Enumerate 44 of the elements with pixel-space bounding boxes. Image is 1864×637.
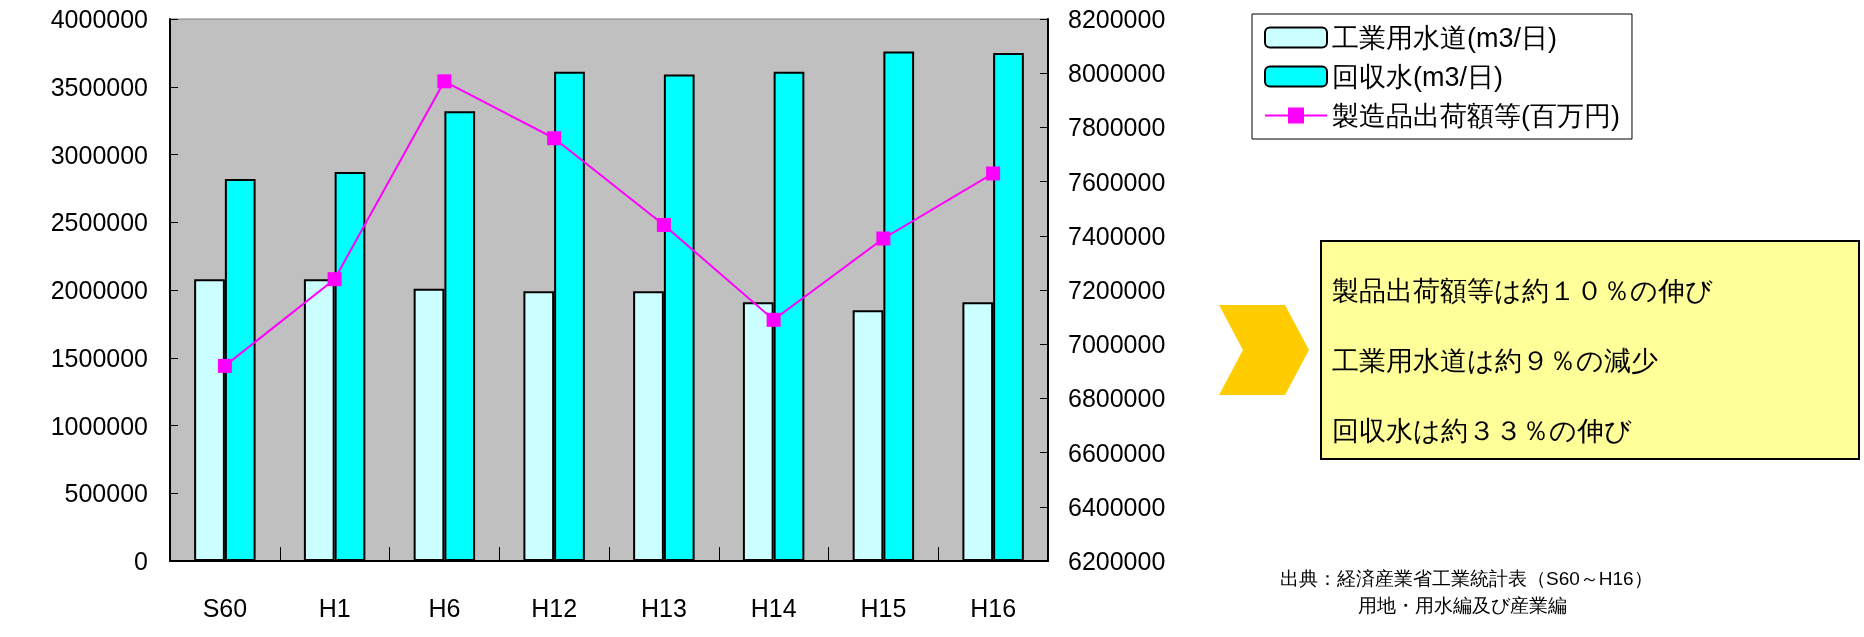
y2-tick-label: 7400000 xyxy=(1068,221,1166,250)
point xyxy=(437,74,452,89)
y2-tick-label: 7600000 xyxy=(1068,167,1166,196)
point xyxy=(656,217,671,232)
y2-tick-label: 7800000 xyxy=(1068,113,1166,142)
x-tick-label: S60 xyxy=(202,593,248,622)
legend-label: 工業用水道(m3/日) xyxy=(1332,22,1557,53)
x-tick-label: H1 xyxy=(318,593,351,622)
point xyxy=(986,166,1001,181)
y2-tick-label: 8200000 xyxy=(1068,5,1166,33)
y-tick-label: 3500000 xyxy=(50,72,148,101)
x-tick-label: H13 xyxy=(640,593,687,622)
point xyxy=(876,231,891,246)
legend-label: 回収水(m3/日) xyxy=(1332,61,1503,92)
y2-tick-label: 6200000 xyxy=(1068,547,1166,575)
x-tick-label: H15 xyxy=(860,593,907,622)
x-tick-label: H12 xyxy=(531,593,578,622)
x-tick-label: H6 xyxy=(428,593,461,622)
point xyxy=(766,312,781,327)
text: 製品出荷額等は約１０％の伸び xyxy=(1332,275,1714,308)
source-note: 出典：経済産業省工業統計表（S60～H16） xyxy=(1280,567,1653,591)
y2-tick-label: 7200000 xyxy=(1068,276,1166,304)
y2-tick-label: 6400000 xyxy=(1068,492,1166,521)
text: 工業用水道は約９％の減少 xyxy=(1332,345,1659,378)
y2-tick-label: 8000000 xyxy=(1068,59,1166,88)
point xyxy=(327,272,342,287)
text: 回収水は約３３％の伸び xyxy=(1332,415,1633,448)
x-tick-label: H14 xyxy=(750,593,797,622)
y2-tick-label: 6600000 xyxy=(1068,438,1166,467)
y-tick-label: 1500000 xyxy=(50,343,148,372)
y-tick-label: 500000 xyxy=(64,479,148,508)
point xyxy=(547,131,562,146)
y-tick-label: 3000000 xyxy=(50,140,148,169)
y-tick-label: 0 xyxy=(134,547,148,575)
y-tick-label: 4000000 xyxy=(50,5,148,33)
point xyxy=(217,358,232,373)
y2-tick-label: 7000000 xyxy=(1068,330,1166,359)
text: 用地・用水編及び産業編 xyxy=(1357,594,1568,618)
y-tick-label: 2000000 xyxy=(50,276,148,304)
y-tick-label: 1000000 xyxy=(50,411,148,440)
x-tick-label: H16 xyxy=(970,593,1017,622)
legend-label: 製造品出荷額等(百万円) xyxy=(1332,100,1620,131)
y-tick-label: 2500000 xyxy=(50,208,148,237)
y2-tick-label: 6800000 xyxy=(1068,384,1166,413)
